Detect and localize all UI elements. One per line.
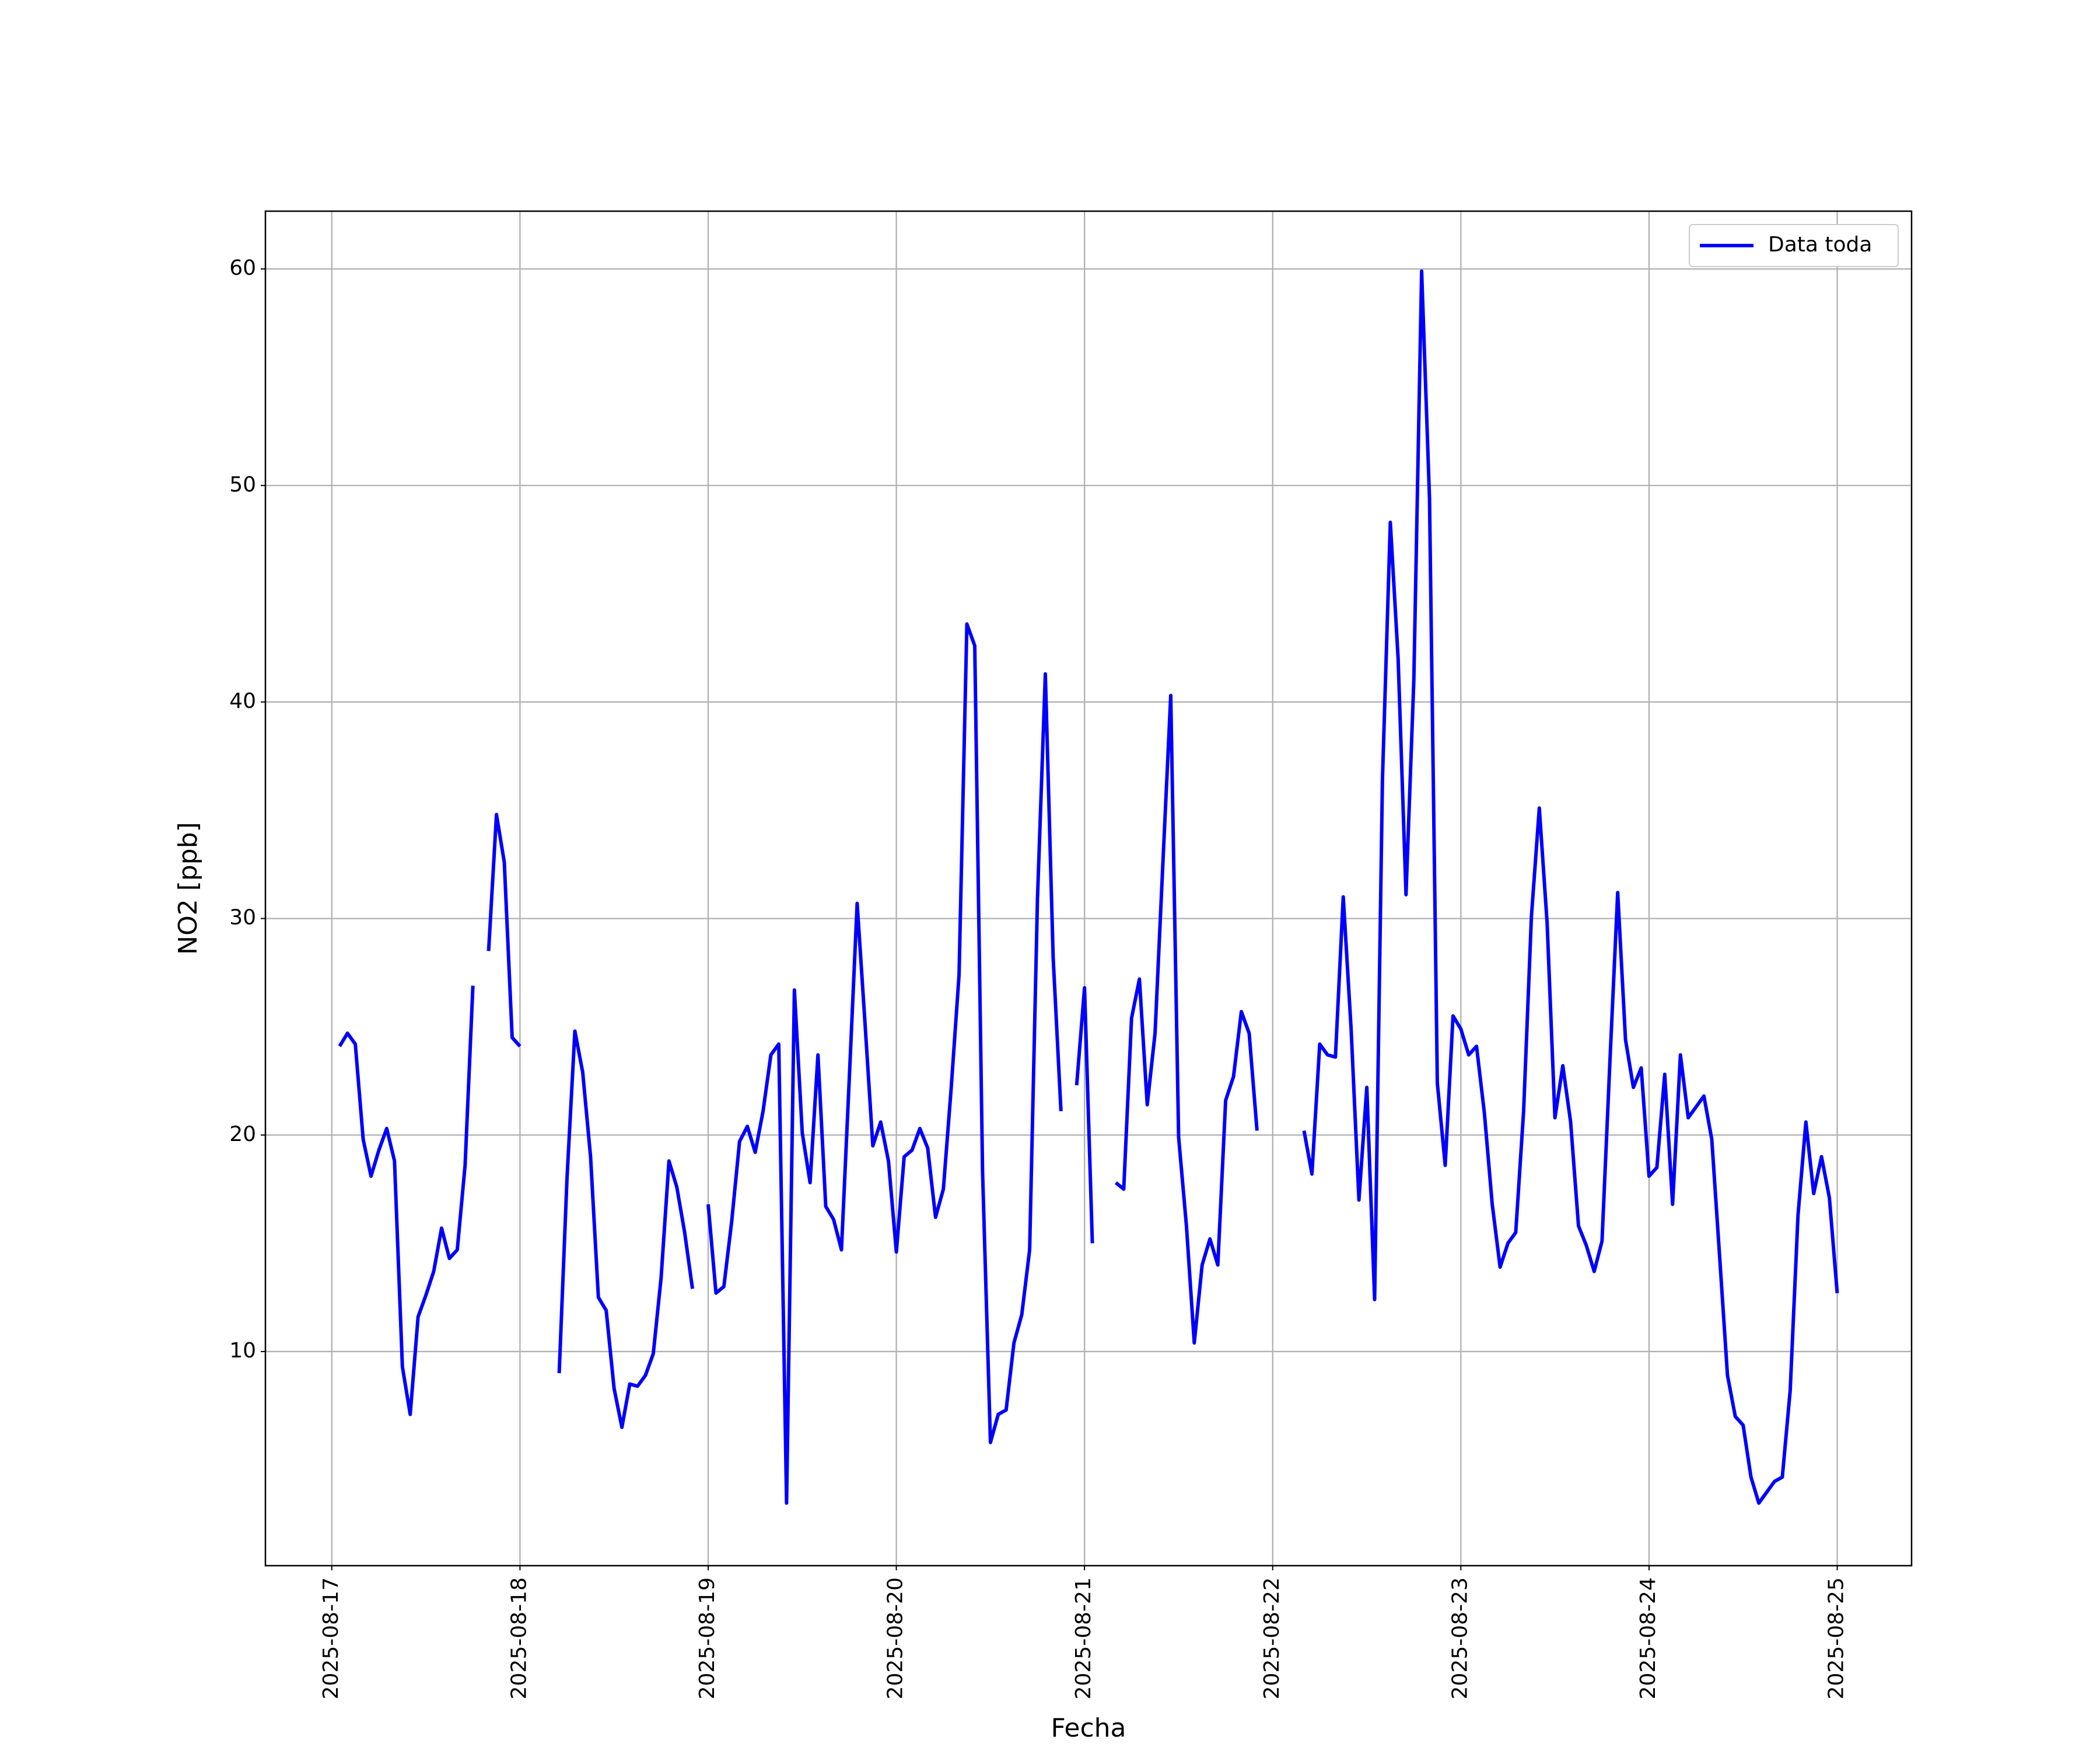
- x-tick-label: 2025-08-21: [1072, 1577, 1096, 1699]
- data-line: [487, 813, 522, 1048]
- y-tick-label: 10: [229, 1339, 256, 1363]
- y-tick-label: 50: [229, 473, 256, 496]
- legend-box: [1689, 224, 1899, 267]
- y-tick-label: 40: [229, 689, 256, 713]
- y-tick-label: 20: [229, 1122, 256, 1146]
- x-axis-label: Fecha: [1051, 1713, 1126, 1743]
- x-tick-label: 2025-08-25: [1825, 1577, 1849, 1699]
- data-line: [706, 622, 1063, 1505]
- data-line: [1114, 694, 1259, 1345]
- legend: Data toda: [1689, 224, 1899, 267]
- data-line: [338, 985, 475, 1416]
- x-tick-label: 2025-08-22: [1260, 1577, 1284, 1699]
- data-line: [1302, 269, 1839, 1505]
- x-tick-label: 2025-08-19: [695, 1577, 719, 1699]
- data-line: [1074, 986, 1094, 1244]
- plot-frame: [264, 210, 1913, 1567]
- x-tick-label: 2025-08-24: [1636, 1577, 1660, 1699]
- x-tick-label: 2025-08-23: [1448, 1577, 1472, 1699]
- y-tick-label: 60: [229, 256, 256, 280]
- x-tick-label: 2025-08-20: [884, 1577, 908, 1699]
- x-tick-label: 2025-08-18: [507, 1577, 531, 1699]
- y-tick-label: 30: [229, 906, 256, 930]
- x-tick-label: 2025-08-17: [319, 1577, 343, 1699]
- legend-label: Data toda: [1768, 233, 1872, 257]
- y-axis-label: NO2 [ppb]: [173, 822, 203, 955]
- data-line: [557, 1029, 695, 1429]
